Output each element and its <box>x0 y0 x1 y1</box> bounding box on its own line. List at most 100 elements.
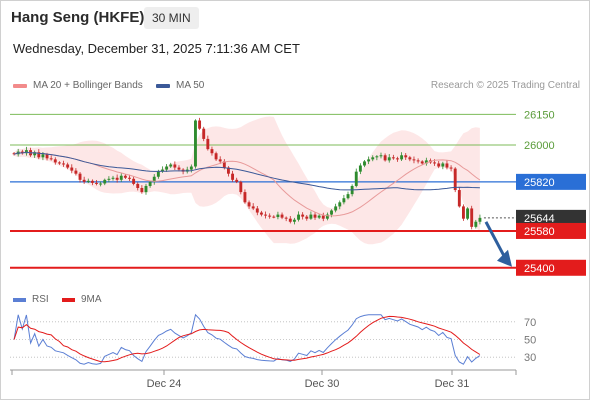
candle-body <box>284 217 288 219</box>
level-label-25580: 25580 <box>524 226 555 238</box>
candle-body <box>449 167 453 169</box>
rsi-ma-line <box>13 315 481 363</box>
candle-body <box>49 158 53 160</box>
legend-ma50-swatch <box>156 83 170 88</box>
candle-body <box>235 179 239 182</box>
candle-body <box>194 120 197 167</box>
candle-body <box>466 208 470 219</box>
candle-body <box>301 214 305 217</box>
candle-body <box>239 181 243 193</box>
candle-body <box>53 159 57 163</box>
candle-body <box>346 194 350 199</box>
candle-body <box>321 215 325 219</box>
candle-body <box>342 198 346 203</box>
candle-body <box>330 210 333 215</box>
candle-body <box>354 171 358 186</box>
candle-body <box>317 215 321 218</box>
level-label-25820: 25820 <box>524 177 555 189</box>
legend-ma50: MA 50 <box>156 80 204 91</box>
candle-body <box>111 177 115 179</box>
candle-body <box>144 185 148 193</box>
candle-body <box>128 177 131 179</box>
candle-body <box>297 214 300 220</box>
candle-body <box>470 208 474 227</box>
bollinger-band <box>14 116 480 245</box>
candle-body <box>103 179 107 184</box>
ma50-line <box>13 151 480 191</box>
candle-body <box>37 152 41 158</box>
legend-ma50-label: MA 50 <box>176 80 205 91</box>
candle-body <box>474 221 478 227</box>
legend-rsi-swatch <box>13 297 26 302</box>
candle-body <box>313 214 317 218</box>
candle-body <box>148 181 152 186</box>
candle-body <box>12 153 16 155</box>
candle-body <box>457 190 461 207</box>
candle-body <box>462 206 465 219</box>
legend-ma20-label: MA 20 + Bollinger Bands <box>33 80 143 91</box>
candle-body <box>169 164 173 167</box>
candle-body <box>119 175 123 180</box>
rsi-level-label-50: 50 <box>524 335 536 347</box>
candle-body <box>396 158 399 160</box>
rsi-line <box>13 313 481 365</box>
candle-body <box>334 206 338 211</box>
candle-body <box>90 180 94 183</box>
candle-body <box>132 178 136 184</box>
candle-body <box>478 217 482 222</box>
legend-ma9-swatch <box>62 297 75 302</box>
candle-body <box>391 157 395 159</box>
candle-body <box>140 188 144 193</box>
candle-body <box>86 180 90 182</box>
legend-ma20-bb: MA 20 + Bollinger Bands <box>13 80 143 91</box>
interval-badge[interactable]: 30 MIN <box>144 7 199 29</box>
candle-body <box>416 160 420 162</box>
candle-body <box>309 214 313 219</box>
candle-body <box>136 183 140 188</box>
candle-body <box>227 167 230 174</box>
candle-body <box>412 159 416 161</box>
candle-body <box>441 163 445 167</box>
level-tag-25580 <box>516 222 586 239</box>
candle-body <box>210 149 214 154</box>
candle-body <box>408 157 412 160</box>
level-label-26150: 26150 <box>524 109 555 121</box>
candle-body <box>62 163 65 165</box>
candle-body <box>99 183 103 185</box>
legend-ma9-label: 9MA <box>81 294 102 305</box>
level-label-25400: 25400 <box>524 263 555 275</box>
candle-body <box>165 166 169 170</box>
candle-body <box>198 120 202 129</box>
candle-body <box>404 155 408 158</box>
legend-rsi-label: RSI <box>32 294 49 305</box>
candle-body <box>74 170 78 174</box>
candle-body <box>325 214 329 219</box>
candle-body <box>264 214 267 216</box>
candle-body <box>420 161 424 164</box>
candle-body <box>20 151 24 154</box>
candle-body <box>445 163 449 168</box>
candle-body <box>375 156 379 158</box>
candle-body <box>424 160 428 164</box>
candle-body <box>255 208 259 213</box>
candle-body <box>292 219 296 222</box>
candle-body <box>57 162 61 164</box>
legend-rsi: RSI <box>13 294 49 305</box>
forecast-arrow-shaft <box>484 221 507 259</box>
candle-body <box>363 161 366 166</box>
candle-body <box>276 214 280 218</box>
candle-body <box>305 216 309 219</box>
candle-body <box>338 202 342 207</box>
candle-body <box>371 157 375 160</box>
candle-body <box>453 168 457 191</box>
legend-ma9: 9MA <box>62 294 102 305</box>
candle-body <box>115 177 119 180</box>
candle-body <box>231 173 235 180</box>
candle-body <box>437 163 441 167</box>
candle-body <box>66 164 70 168</box>
candle-body <box>82 179 86 182</box>
instrument-title: Hang Seng (HKFE) <box>11 9 145 26</box>
forecast-arrow-head <box>497 249 512 267</box>
candle-body <box>45 154 49 159</box>
